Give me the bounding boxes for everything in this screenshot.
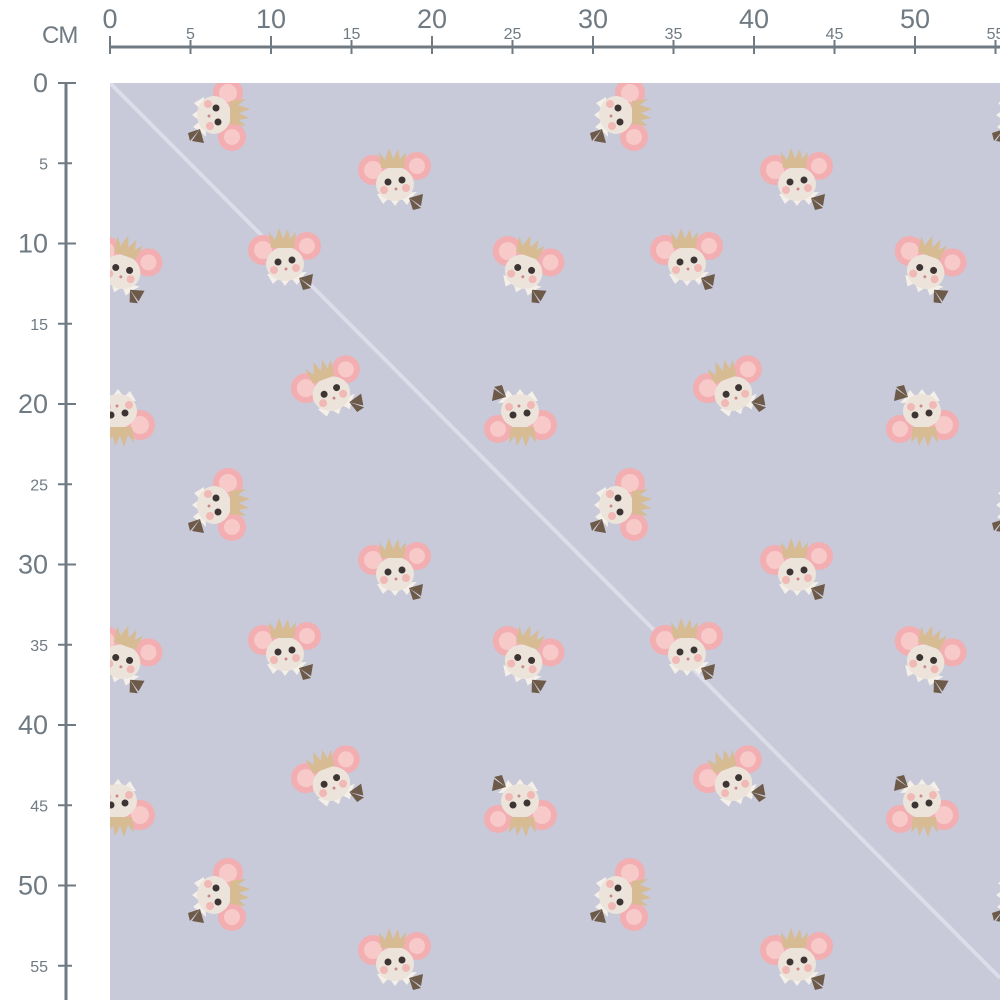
ruler-label: 0 [33, 70, 48, 98]
crowned-mouse-icon [590, 468, 652, 541]
crowned-mouse-icon [992, 858, 1000, 931]
crowned-mouse-icon [110, 225, 168, 309]
ruler-label: 55 [987, 26, 1000, 43]
ruler-label: 15 [30, 317, 48, 334]
crowned-mouse-icon [248, 618, 321, 680]
crowned-mouse-icon [590, 83, 652, 151]
ruler-label: 20 [417, 4, 447, 34]
crowned-mouse-icon [686, 347, 777, 431]
crowned-mouse-icon [881, 225, 972, 309]
crowned-mouse-icon [484, 775, 557, 837]
unit-label: CM [42, 22, 78, 49]
crowned-mouse-icon [881, 615, 972, 699]
crowned-mouse-icon [886, 775, 959, 837]
ruler-label: 25 [30, 477, 48, 494]
ruler-label: 30 [578, 4, 608, 34]
crowned-mouse-icon [110, 385, 155, 447]
crowned-mouse-icon [760, 148, 833, 210]
ruler-label: 40 [739, 4, 769, 34]
crowned-mouse-icon [358, 928, 431, 990]
crowned-mouse-icon [479, 225, 570, 309]
left-ruler: 0 5 10 15 20 25 30 35 40 45 50 55 [18, 70, 76, 1000]
crowned-mouse-icon [110, 615, 168, 699]
ruler-label: 50 [18, 871, 48, 901]
ruler-label: 5 [186, 26, 195, 43]
crowned-mouse-icon [188, 83, 250, 151]
crowned-mouse-icon [484, 385, 557, 447]
crowned-mouse-icon [760, 538, 833, 600]
ruler-label: 40 [18, 710, 48, 740]
ruler-label: 50 [900, 4, 930, 34]
crowned-mouse-icon [358, 538, 431, 600]
crowned-mouse-icon [248, 228, 321, 290]
crowned-mouse-icon [760, 928, 833, 990]
crowned-mouse-icon [188, 858, 250, 931]
crowned-mouse-icon [188, 468, 250, 541]
ruler-label: 30 [18, 550, 48, 580]
crowned-mouse-icon [992, 83, 1000, 151]
ruler-label: 5 [39, 156, 48, 173]
ruler-label: 10 [18, 229, 48, 259]
fabric-pattern [110, 83, 1000, 990]
crowned-mouse-icon [284, 737, 375, 821]
ruler-label: 55 [30, 959, 48, 976]
top-ruler: 0 5 10 15 20 25 30 35 40 45 50 55 [102, 4, 1000, 54]
crowned-mouse-icon [284, 347, 375, 431]
crowned-mouse-icon [110, 775, 155, 837]
ruler-label: 10 [256, 4, 286, 34]
ruler-label: 35 [665, 26, 683, 43]
crowned-mouse-icon [590, 858, 652, 931]
crowned-mouse-icon [992, 468, 1000, 541]
crowned-mouse-icon [479, 615, 570, 699]
ruler-label: 0 [102, 4, 117, 34]
crowned-mouse-icon [650, 618, 723, 680]
crowned-mouse-icon [650, 228, 723, 290]
ruler-label: 20 [18, 389, 48, 419]
ruler-label: 45 [826, 26, 844, 43]
ruler-label: 45 [30, 798, 48, 815]
fold-line [110, 83, 1000, 980]
crowned-mouse-icon [358, 148, 431, 210]
fabric-preview [110, 83, 1000, 1000]
ruler-label: 35 [30, 638, 48, 655]
ruler-label: 15 [343, 26, 361, 43]
crowned-mouse-icon [686, 737, 777, 821]
ruler-label: 25 [504, 26, 522, 43]
crowned-mouse-icon [886, 385, 959, 447]
